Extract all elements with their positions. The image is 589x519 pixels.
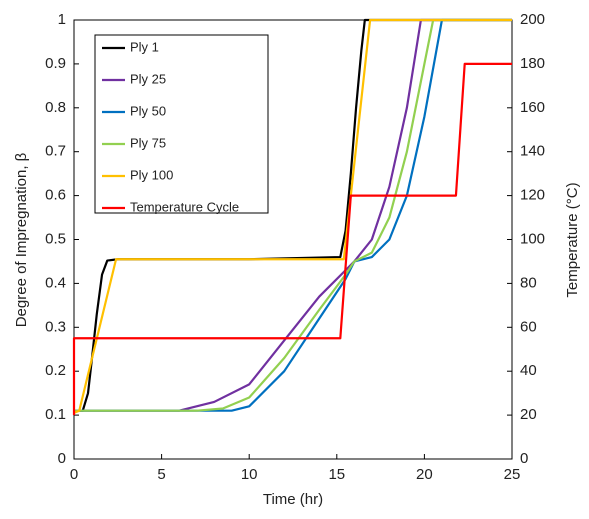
legend-label: Temperature Cycle xyxy=(130,199,239,214)
y2-tick-label: 60 xyxy=(520,318,537,335)
legend-label: Ply 100 xyxy=(130,167,173,182)
legend-box xyxy=(94,34,269,214)
y2-tick-label: 120 xyxy=(520,187,545,204)
y-tick-label: 0.3 xyxy=(45,318,66,335)
y-tick-label: 0.4 xyxy=(45,274,66,291)
y2-tick-label: 140 xyxy=(520,143,545,160)
y2-tick-label: 80 xyxy=(520,274,537,291)
x-axis-label: Time (hr) xyxy=(263,491,323,508)
y-tick-label: 1 xyxy=(58,11,66,28)
y2-tick-label: 100 xyxy=(520,230,545,247)
y-axis-label: Degree of Impregnation, β xyxy=(13,152,30,327)
series-line xyxy=(74,18,512,412)
x-tick-label: 0 xyxy=(70,466,78,483)
y-tick-label: 0.1 xyxy=(45,406,66,423)
y-tick-label: 0 xyxy=(58,450,66,467)
legend-label: Ply 1 xyxy=(130,39,159,54)
series-line xyxy=(72,62,512,416)
y2-tick-label: 20 xyxy=(520,406,537,423)
y2-tick-label: 160 xyxy=(520,99,545,116)
legend-label: Ply 75 xyxy=(130,135,166,150)
x-tick-label: 20 xyxy=(416,466,433,483)
series-line xyxy=(73,18,512,414)
x-tick-label: 25 xyxy=(504,466,521,483)
y-tick-label: 0.6 xyxy=(45,187,66,204)
y-tick-label: 0.7 xyxy=(45,143,66,160)
y-tick-label: 0.2 xyxy=(45,362,66,379)
x-tick-label: 5 xyxy=(157,466,165,483)
y-tick-label: 0.8 xyxy=(45,99,66,116)
series-line xyxy=(74,18,512,412)
legend-label: Ply 25 xyxy=(130,71,166,86)
legend-label: Ply 50 xyxy=(130,103,166,118)
y-tick-label: 0.9 xyxy=(45,55,66,72)
y-tick-label: 0.5 xyxy=(45,230,66,247)
y2-axis-label: Temperature (°C) xyxy=(564,182,581,297)
y2-tick-label: 200 xyxy=(520,11,545,28)
legend: Ply 1 Ply 25 Ply 50 Ply 75 Ply 100 Temperatur… xyxy=(94,34,269,214)
x-tick-label: 15 xyxy=(328,466,345,483)
x-tick-label: 10 xyxy=(241,466,258,483)
y2-tick-label: 0 xyxy=(520,450,528,467)
y2-tick-label: 180 xyxy=(520,55,545,72)
y2-tick-label: 40 xyxy=(520,362,537,379)
